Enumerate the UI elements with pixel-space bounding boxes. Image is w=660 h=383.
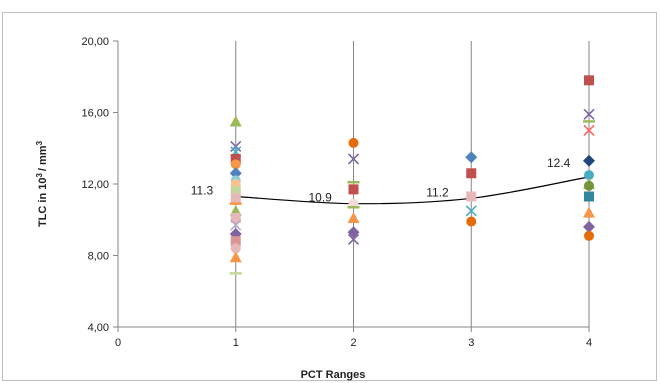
data-point: [348, 184, 359, 195]
data-point: [584, 191, 594, 202]
data-point: [230, 243, 241, 254]
data-point: [230, 186, 241, 197]
y-tick-label: 16,00: [81, 108, 109, 120]
data-point: [230, 212, 241, 223]
chart-frame: [2, 12, 657, 381]
data-point: [347, 153, 360, 165]
x-tick-label: 4: [586, 337, 592, 349]
y-axis-title: TLC in 103/ mm3: [35, 140, 50, 227]
data-point: [584, 180, 594, 191]
data-point: [465, 205, 477, 217]
y-axis-title-mid: / mm: [37, 145, 49, 171]
x-tick-label: 0: [115, 337, 121, 349]
data-point: [230, 159, 241, 170]
trend-data-label: 10.9: [309, 191, 333, 205]
data-point: [229, 251, 242, 263]
data-point: [229, 167, 242, 180]
data-point: [584, 75, 594, 86]
data-point: [583, 124, 595, 136]
data-point: [230, 153, 241, 164]
trend-line: [235, 176, 590, 205]
data-point: [347, 233, 360, 245]
trend-data-label: 11.2: [426, 185, 449, 199]
x-tick-label: 1: [233, 337, 239, 349]
data-point: [583, 206, 595, 218]
data-point: [347, 226, 360, 239]
data-point: [230, 193, 241, 204]
y-tick-label: 20,00: [81, 36, 109, 48]
data-point: [583, 220, 595, 233]
data-point: [466, 168, 477, 179]
points-layer: [229, 75, 595, 275]
y-tick-label: 8,00: [88, 251, 109, 263]
x-axis-title: PCT Ranges: [301, 369, 366, 381]
axis-layer: 4,00 8,00 12,00 16,00 20,00 0 1 2 3 4: [81, 36, 592, 349]
data-point: [466, 191, 477, 202]
x-tick-label: 3: [468, 337, 474, 349]
trend-data-label: 11.3: [191, 184, 214, 198]
y-axis-title-sup1: 3: [35, 173, 44, 178]
data-point: [230, 219, 242, 231]
data-point: [229, 115, 242, 127]
trend-layer: [235, 176, 590, 205]
data-point: [583, 108, 595, 120]
y-tick-label: 4,00: [88, 322, 109, 334]
y-axis-title-base: TLC in 10: [37, 178, 49, 228]
y-tick-label: 12,00: [81, 179, 109, 191]
data-point: [466, 216, 477, 227]
data-label-layer: 11.3 10.9 11.2 12.4: [191, 156, 571, 205]
data-point: [348, 137, 359, 148]
trend-data-label: 12.4: [547, 156, 571, 170]
y-axis-title-sup2: 3: [35, 140, 44, 145]
data-point: [583, 154, 595, 167]
data-point: [347, 211, 360, 223]
data-point: [584, 170, 594, 181]
x-tick-label: 2: [350, 337, 356, 349]
data-point: [230, 236, 241, 247]
data-point: [584, 230, 594, 241]
data-point: [465, 151, 478, 164]
